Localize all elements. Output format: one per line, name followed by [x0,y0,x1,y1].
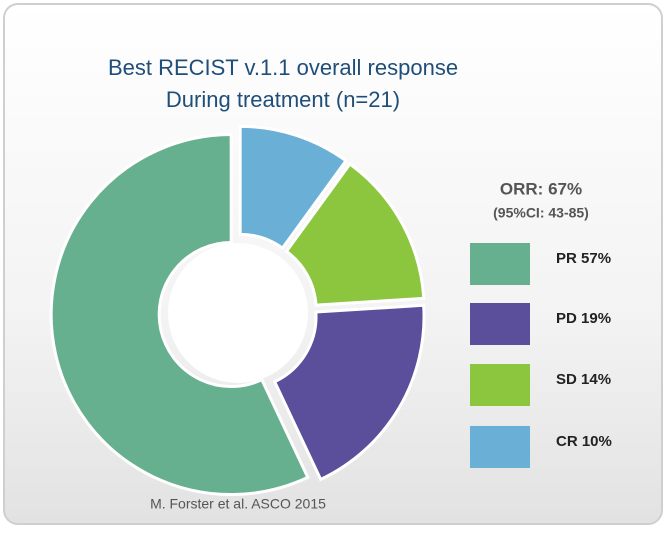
legend-category: CR [556,433,578,450]
legend-category: PR [556,250,577,267]
donut-slice [272,303,426,482]
source: M. Forster et al. ASCO 2015 [150,496,326,512]
legend-value: 19% [581,310,611,327]
legend-category: SD [556,371,577,388]
legend-swatch [470,426,530,468]
legend-value: 10% [582,433,612,450]
legend-swatch [470,364,530,406]
chart-title: Best RECIST v.1.1 overall response [108,55,458,80]
annotation: ORR: 67% [500,179,582,198]
donut-hole [168,243,308,383]
legend-category: PD [556,310,577,327]
legend-label: PR 57% [556,250,611,267]
legend-label: PD 19% [556,310,611,327]
legend-value: 57% [581,250,611,267]
legend-label: SD 14% [556,371,611,388]
legend-label: CR 10% [556,433,612,450]
donut-slice [284,161,426,307]
chart-subtitle: During treatment (n=21) [166,87,400,112]
donut-slice [49,133,310,497]
legend-swatch [470,303,530,345]
legend-swatch [470,243,530,285]
donut-slice [238,124,349,251]
annotation: (95%CI: 43-85) [493,205,589,221]
legend-value: 14% [581,371,611,388]
